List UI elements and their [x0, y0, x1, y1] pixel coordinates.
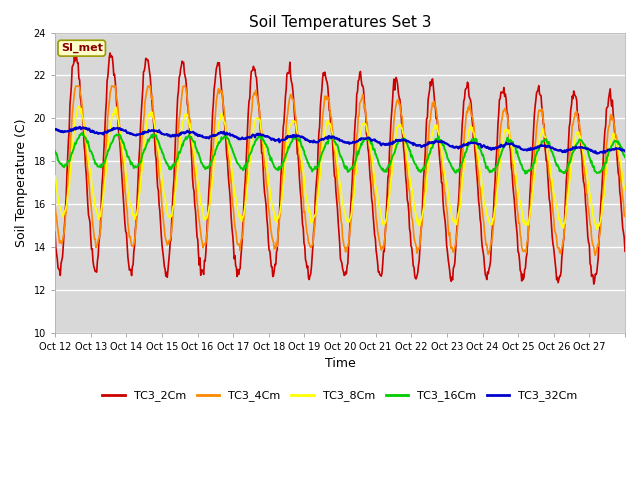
Y-axis label: Soil Temperature (C): Soil Temperature (C): [15, 118, 28, 247]
TC3_4Cm: [432, 103, 440, 109]
TC3_8Cm: [223, 136, 231, 142]
TC3_16Cm: [432, 136, 440, 142]
TC3_4Cm: [223, 139, 231, 145]
TC3_32Cm: [593, 151, 600, 156]
TC3_8Cm: [51, 173, 59, 179]
Line: TC3_4Cm: TC3_4Cm: [55, 86, 625, 255]
TC3_2Cm: [432, 106, 440, 112]
TC3_16Cm: [522, 171, 529, 177]
TC3_2Cm: [400, 144, 408, 150]
TC3_16Cm: [400, 135, 408, 141]
TC3_8Cm: [119, 146, 127, 152]
TC3_8Cm: [621, 187, 629, 192]
TC3_32Cm: [432, 139, 440, 145]
Line: TC3_8Cm: TC3_8Cm: [55, 107, 625, 229]
TC3_16Cm: [119, 140, 127, 145]
TC3_8Cm: [593, 226, 600, 232]
TC3_32Cm: [51, 126, 59, 132]
TC3_8Cm: [432, 123, 440, 129]
Line: TC3_16Cm: TC3_16Cm: [55, 133, 625, 174]
TC3_4Cm: [621, 214, 629, 219]
TC3_4Cm: [51, 202, 59, 208]
TC3_2Cm: [621, 249, 629, 254]
TC3_16Cm: [223, 135, 231, 141]
TC3_2Cm: [223, 158, 231, 164]
TC3_32Cm: [76, 124, 83, 130]
TC3_2Cm: [51, 229, 59, 235]
TC3_2Cm: [273, 247, 281, 252]
TC3_16Cm: [51, 148, 59, 154]
TC3_32Cm: [119, 127, 127, 132]
Line: TC3_32Cm: TC3_32Cm: [55, 127, 625, 154]
TC3_4Cm: [119, 158, 127, 164]
TC3_16Cm: [621, 154, 629, 160]
TC3_4Cm: [252, 87, 260, 93]
Title: Soil Temperatures Set 3: Soil Temperatures Set 3: [249, 15, 431, 30]
TC3_8Cm: [273, 214, 281, 220]
TC3_32Cm: [223, 132, 231, 137]
TC3_16Cm: [78, 130, 86, 136]
TC3_32Cm: [400, 136, 408, 142]
TC3_8Cm: [252, 116, 260, 122]
TC3_32Cm: [252, 132, 260, 138]
TC3_32Cm: [621, 148, 629, 154]
TC3_4Cm: [591, 252, 599, 258]
TC3_2Cm: [72, 48, 80, 53]
TC3_2Cm: [590, 281, 598, 287]
TC3_16Cm: [252, 138, 260, 144]
TC3_4Cm: [400, 133, 408, 139]
TC3_16Cm: [273, 166, 281, 171]
Line: TC3_2Cm: TC3_2Cm: [55, 50, 625, 284]
TC3_2Cm: [119, 185, 127, 191]
Text: SI_met: SI_met: [61, 43, 102, 53]
TC3_32Cm: [273, 137, 281, 143]
TC3_4Cm: [72, 83, 80, 89]
TC3_8Cm: [400, 131, 408, 137]
TC3_2Cm: [252, 73, 260, 79]
TC3_4Cm: [273, 243, 281, 249]
X-axis label: Time: Time: [324, 357, 355, 370]
TC3_8Cm: [76, 104, 83, 109]
Legend: TC3_2Cm, TC3_4Cm, TC3_8Cm, TC3_16Cm, TC3_32Cm: TC3_2Cm, TC3_4Cm, TC3_8Cm, TC3_16Cm, TC3…: [98, 386, 582, 406]
